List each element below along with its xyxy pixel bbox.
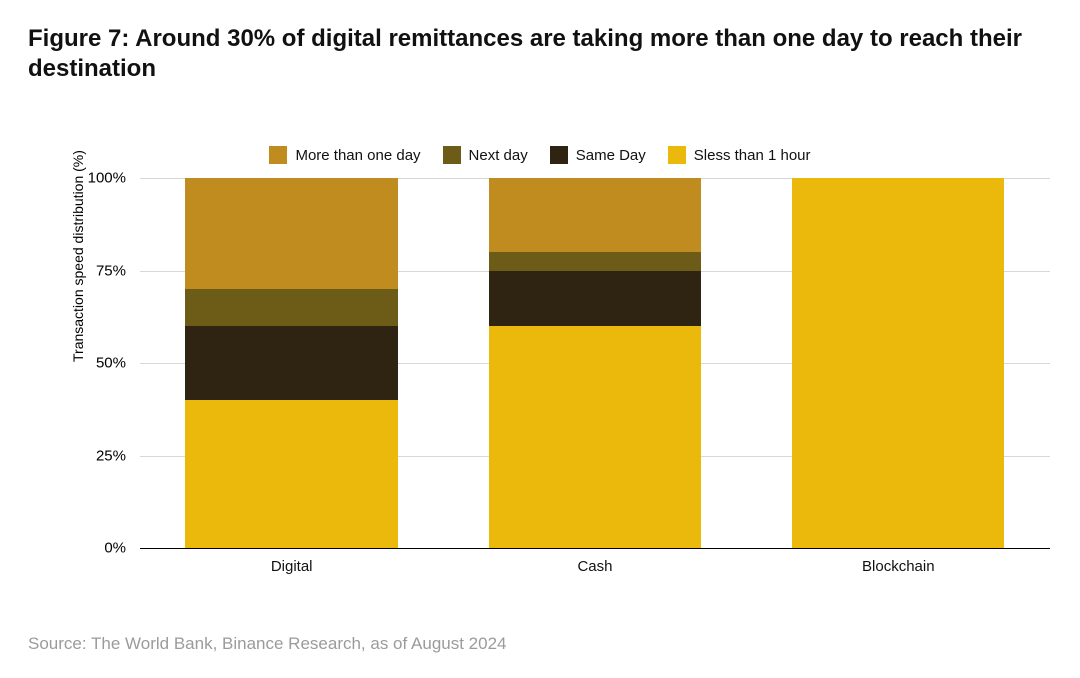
- figure-source: Source: The World Bank, Binance Research…: [28, 634, 507, 654]
- segment-less-than-1-hour: [489, 326, 701, 548]
- segment-more-than-one-day: [185, 178, 397, 289]
- axis-baseline: [140, 548, 1050, 549]
- segment-same-day: [489, 271, 701, 327]
- segment-same-day: [185, 326, 397, 400]
- bar-zone: Digital Cash Blockchain: [140, 178, 1050, 548]
- y-axis-title: Transaction speed distribution (%): [70, 150, 86, 362]
- x-category-label: Cash: [577, 558, 612, 575]
- legend-item-next-day: Next day: [443, 146, 528, 164]
- segment-more-than-one-day: [489, 178, 701, 252]
- legend-swatch-icon: [269, 146, 287, 164]
- legend-swatch-icon: [668, 146, 686, 164]
- legend-label: Same Day: [576, 147, 646, 164]
- figure-title: Figure 7: Around 30% of digital remittan…: [28, 24, 1028, 84]
- y-tick-label: 100%: [88, 170, 126, 187]
- segment-next-day: [489, 252, 701, 271]
- y-tick-label: 75%: [96, 262, 126, 279]
- segment-less-than-1-hour: [792, 178, 1004, 548]
- legend-item-same-day: Same Day: [550, 146, 646, 164]
- y-tick-label: 50%: [96, 355, 126, 372]
- chart-legend: More than one day Next day Same Day Sles…: [0, 146, 1080, 164]
- bar-slot-digital: Digital: [140, 178, 443, 548]
- stacked-bar: [792, 178, 1004, 548]
- legend-item-less-than-1-hour: Sless than 1 hour: [668, 146, 811, 164]
- legend-swatch-icon: [550, 146, 568, 164]
- x-category-label: Digital: [271, 558, 313, 575]
- bar-slot-cash: Cash: [443, 178, 746, 548]
- x-category-label: Blockchain: [862, 558, 935, 575]
- chart-plot-area: 100% 75% 50% 25% 0% Digital: [140, 178, 1050, 548]
- legend-label: Next day: [469, 147, 528, 164]
- figure-container: Figure 7: Around 30% of digital remittan…: [0, 0, 1080, 678]
- legend-label: Sless than 1 hour: [694, 147, 811, 164]
- segment-less-than-1-hour: [185, 400, 397, 548]
- legend-swatch-icon: [443, 146, 461, 164]
- legend-label: More than one day: [295, 147, 420, 164]
- stacked-bar: [185, 178, 397, 548]
- stacked-bar: [489, 178, 701, 548]
- y-tick-label: 0%: [104, 540, 126, 557]
- legend-item-more-than-one-day: More than one day: [269, 146, 420, 164]
- y-tick-label: 25%: [96, 447, 126, 464]
- bar-slot-blockchain: Blockchain: [747, 178, 1050, 548]
- segment-next-day: [185, 289, 397, 326]
